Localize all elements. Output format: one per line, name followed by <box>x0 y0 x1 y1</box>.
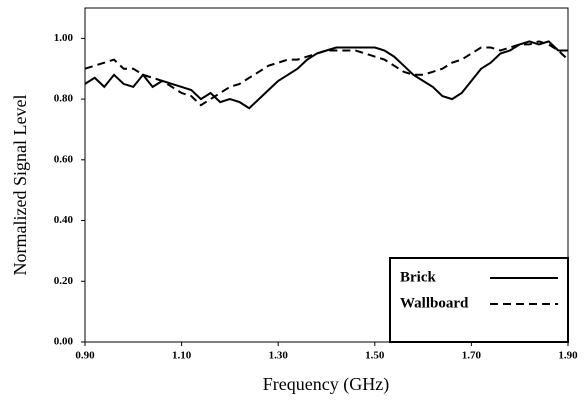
plot-frame <box>84 7 569 343</box>
series-line <box>84 40 568 110</box>
legend-label: Wallboard <box>400 295 469 311</box>
y-tick-label: 0.40 <box>54 214 74 226</box>
series-line <box>84 40 569 107</box>
y-axis-title: Normalized Signal Level <box>10 95 30 276</box>
x-tick-label: 1.70 <box>462 350 482 362</box>
y-tick-label: 0.80 <box>54 93 74 105</box>
y-tick-label: 0.00 <box>54 336 74 348</box>
y-tick-label: 0.20 <box>54 275 74 287</box>
x-tick-label: 1.50 <box>365 350 385 362</box>
x-tick-label: 1.10 <box>172 350 192 362</box>
x-tick-label: 0.90 <box>75 350 95 362</box>
y-tick-label: 0.60 <box>54 153 74 165</box>
legend-box <box>389 257 569 343</box>
x-axis-title: Frequency (GHz) <box>263 374 389 395</box>
x-tick-label: 1.90 <box>558 350 578 362</box>
legend-label: Brick <box>400 269 436 285</box>
x-tick-label: 1.30 <box>269 350 289 362</box>
y-tick-label: 1.00 <box>54 32 74 44</box>
